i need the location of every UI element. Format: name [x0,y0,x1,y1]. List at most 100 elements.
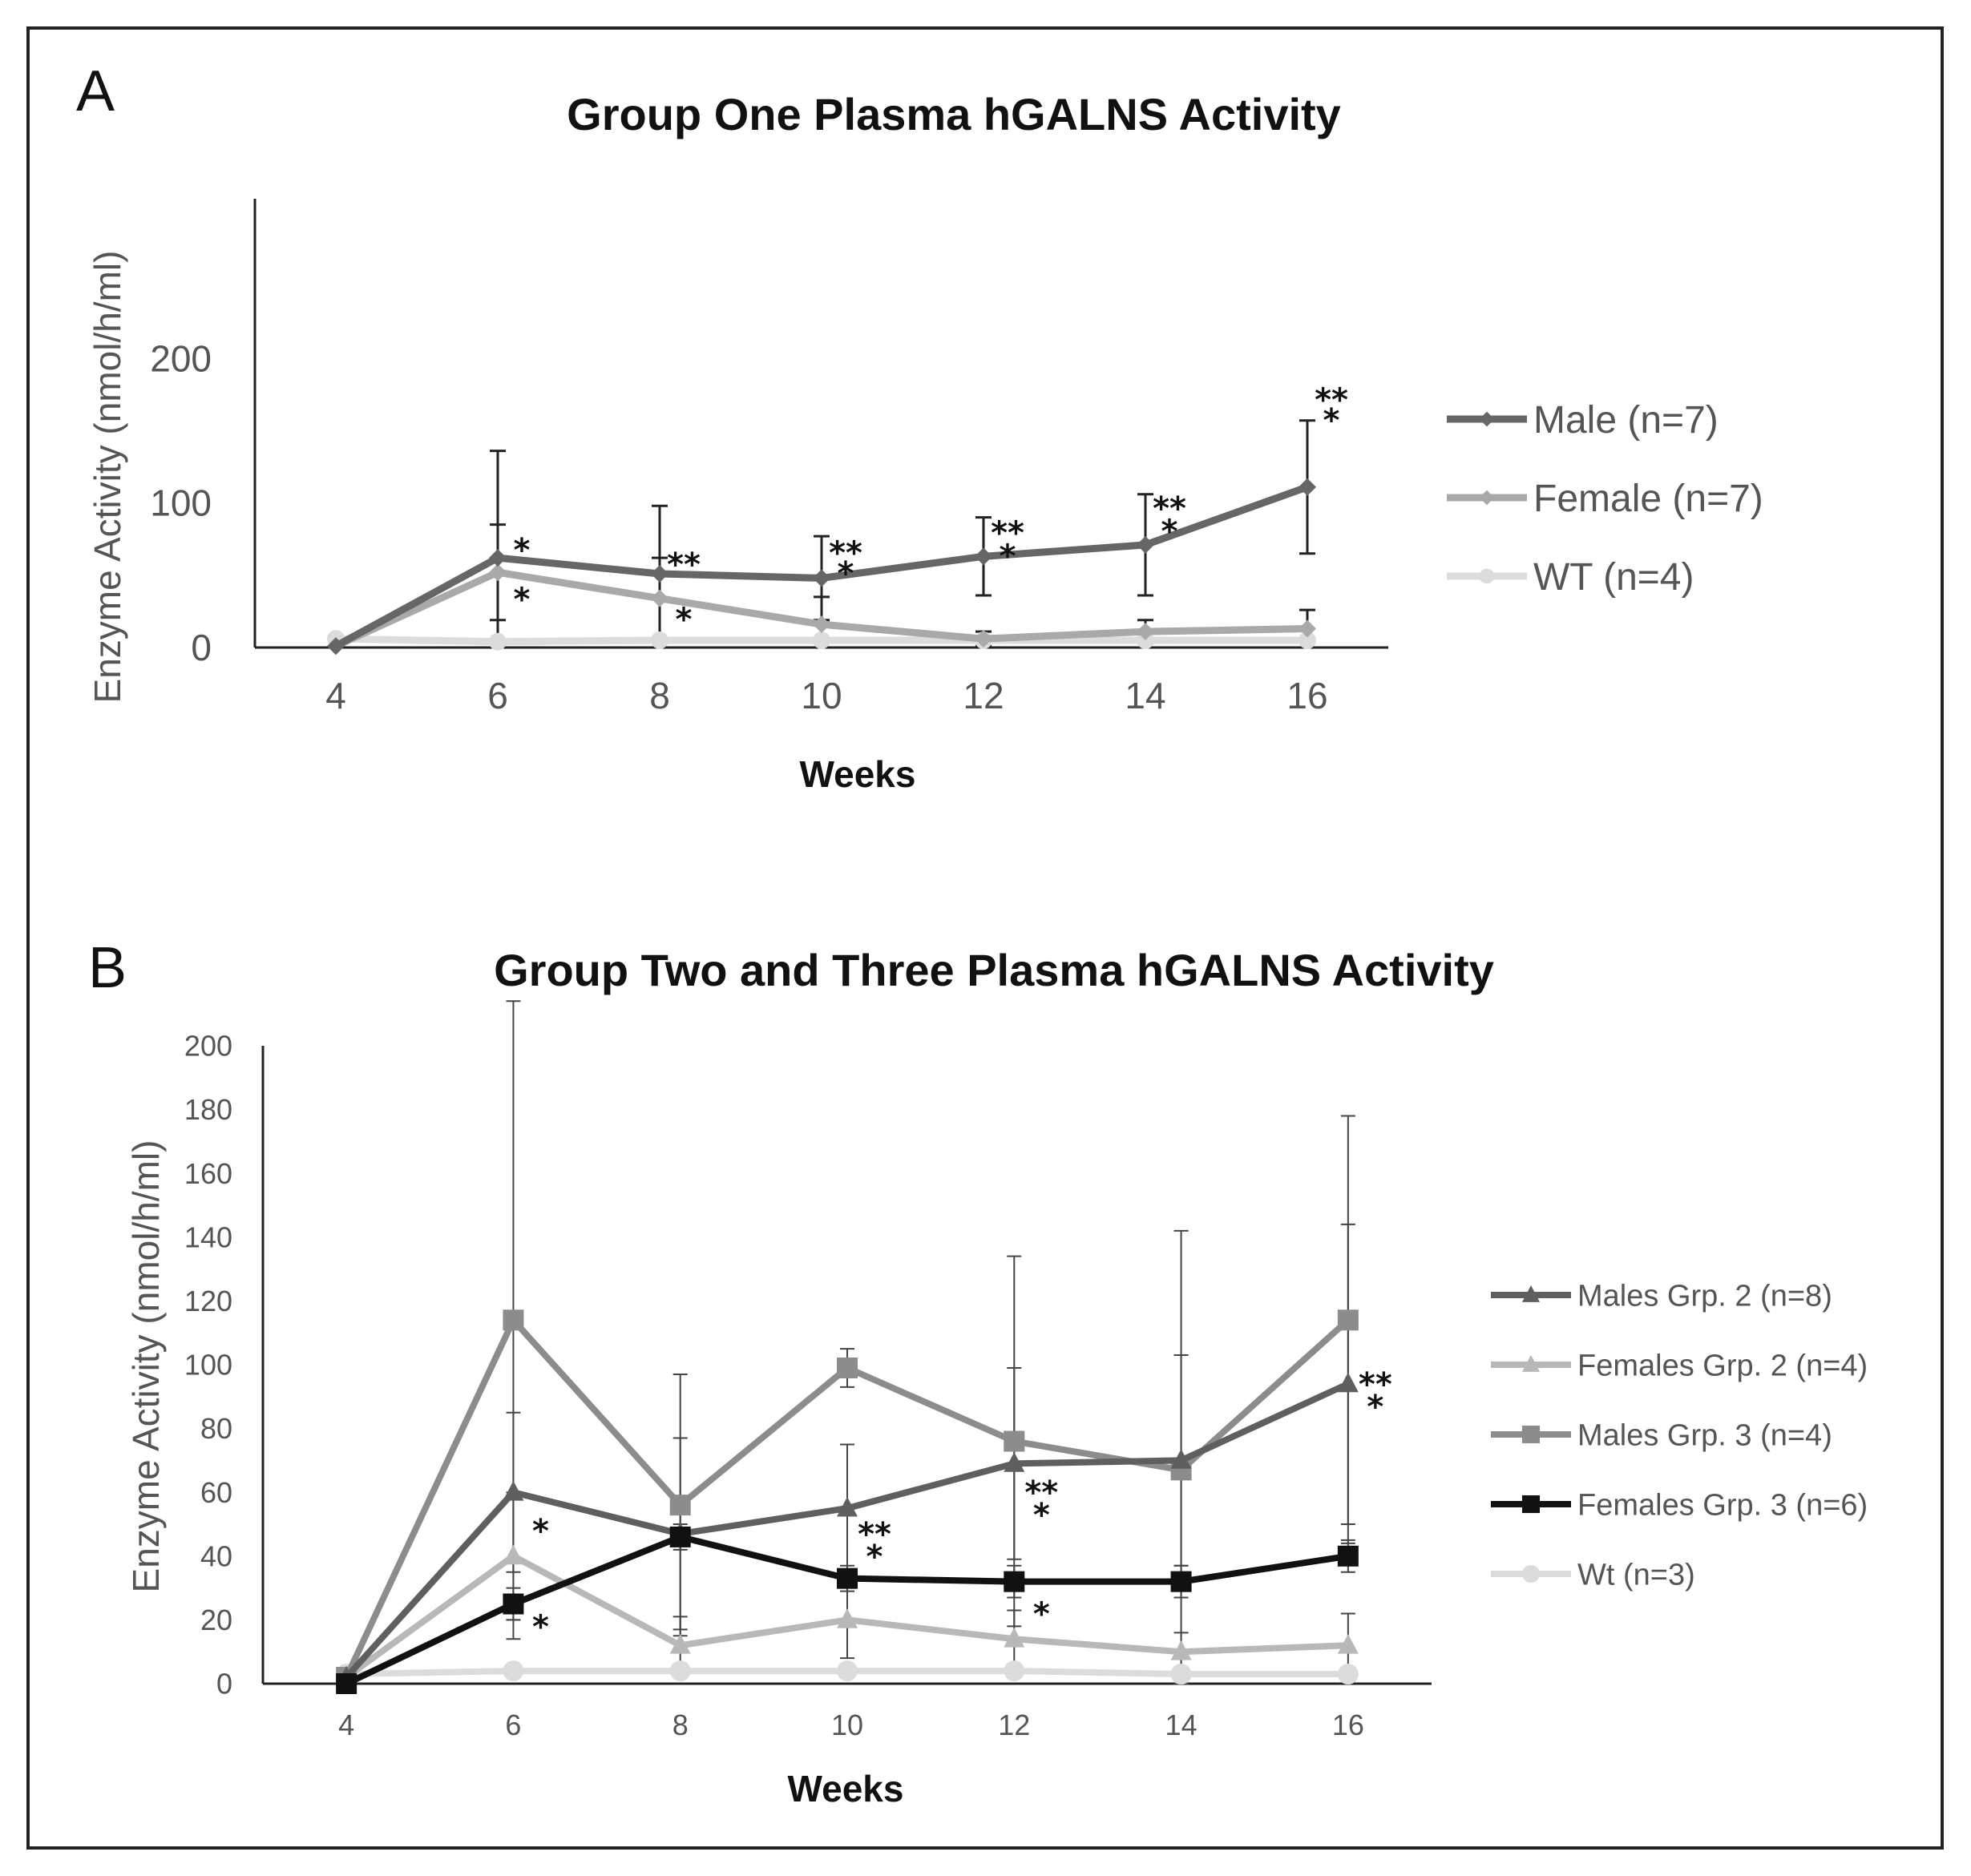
chart-b-data-point [669,1526,691,1547]
chart-b-data-point [1337,1372,1359,1393]
chart-a-data-point [975,547,992,566]
chart-a-data-point [813,615,830,634]
chart-b-title: Group Two and Three Plasma hGALNS Activi… [494,945,1494,995]
chart-a-xtick-label: 8 [649,675,670,716]
chart-a-ytick-label: 100 [150,482,212,524]
chart-b-data-point [669,1495,691,1516]
chart-b-ytick-label: 120 [184,1285,232,1317]
chart-b-ytick-label: 20 [200,1604,232,1636]
chart-a-legend-label: Female (n=7) [1533,478,1763,520]
chart-b-data-point [1004,1660,1025,1682]
chart-b-data-point [669,1633,691,1654]
chart-a-legend-label: Male (n=7) [1533,399,1719,442]
chart-a-data-point [975,630,992,648]
chart-b-xtick-label: 4 [338,1709,354,1741]
chart-b-legend-marker [1521,1425,1541,1444]
chart-a-data-point [1299,478,1316,496]
chart-b-data-point [1170,1664,1192,1685]
chart-a-significance-mark: * [1323,402,1340,439]
chart-b-legend-label: Males Grp. 3 (n=4) [1577,1418,1832,1452]
chart-a-data-point [651,589,668,607]
chart-b-ylabel: Enzyme Activity (nmol/h/ml) [125,1140,167,1593]
chart-b-legend-marker [1521,1495,1541,1514]
chart-b-legend-label: Wt (n=3) [1577,1558,1695,1592]
chart-b-data-point [1337,1633,1359,1654]
chart-a-data-point [813,631,830,649]
chart-b-data-point [1170,1640,1192,1660]
chart-b-legend-marker [1521,1285,1541,1302]
chart-b-xtick-label: 14 [1165,1709,1198,1741]
chart-a-xtick-label: 4 [325,675,346,716]
chart-b-data-point [1337,1309,1359,1331]
chart-b-ytick-label: 140 [184,1220,232,1253]
chart-a-title: Group One Plasma hGALNS Activity [567,89,1341,139]
chart-b-significance-mark: * [532,1513,549,1550]
chart-a-significance-mark: ** [991,514,1024,551]
chart-b-ytick-label: 160 [184,1157,232,1190]
chart-b-data-point [1170,1571,1192,1592]
panel-a-letter: A [76,59,115,123]
chart-a-data-point [327,637,345,656]
chart-b-legend-label: Females Grp. 2 (n=4) [1577,1349,1868,1382]
chart-a-xlabel: Weeks [800,753,916,795]
chart-b-data-point [837,1496,858,1517]
chart-b-ytick-label: 200 [184,1030,232,1063]
chart-b-legend-marker [1521,1564,1541,1584]
chart-b-data-point [1337,1664,1359,1685]
chart-a-legend-marker [1479,568,1495,584]
chart-b-significance-mark: ** [858,1516,891,1553]
chart-a-significance-mark: * [676,602,693,639]
chart-b-data-point [1170,1449,1192,1469]
chart-a-data-point [1299,631,1316,649]
chart-b-legend-marker [1521,1354,1541,1372]
chart-a-legend-label: WT (n=4) [1533,556,1694,599]
chart-b-significance-mark: * [866,1539,883,1575]
chart-a-ylabel: Enzyme Activity (nmol/h/ml) [87,251,128,704]
chart-b-data-point [837,1567,858,1589]
chart-b-data-point [837,1357,858,1378]
chart-b-significance-mark: * [1033,1497,1050,1534]
chart-b-data-point [503,1480,524,1501]
chart-a-data-point [1137,623,1154,641]
chart-b-data-point [336,1673,357,1694]
chart-b-significance-mark: ** [1024,1475,1058,1511]
chart-a-significance-mark: ** [667,547,701,583]
chart-b-data-point [503,1309,524,1331]
figure-border [26,26,1944,1850]
chart-a-data-point [1299,619,1316,638]
chart-a-xtick-label: 10 [801,675,842,716]
chart-b-significance-mark: * [532,1608,549,1645]
chart-b-xtick-label: 6 [505,1709,521,1741]
chart-a-ytick-label: 200 [150,337,212,379]
chart-b-ytick-label: 100 [184,1349,232,1382]
chart-b-significance-mark: * [1033,1596,1050,1632]
chart-b-significance-mark: * [1367,1389,1383,1426]
chart-a-data-point [489,563,507,582]
chart-a-data-point [489,632,507,651]
chart-a-data-point [651,631,668,649]
chart-b-legend-label: Females Grp. 3 (n=6) [1577,1488,1868,1522]
chart-a-data-point [489,549,507,567]
chart-a-significance-mark: * [1000,538,1016,575]
panel-b: B Group Two and Three Plasma hGALNS Acti… [88,936,1868,1809]
chart-a-xtick-label: 16 [1286,675,1327,716]
chart-a-legend-marker [1479,490,1495,506]
chart-b-data-point [1337,1545,1359,1567]
panel-b-letter: B [88,936,127,1000]
chart-b-data-point [669,1660,691,1682]
chart-a-data-point [813,569,830,587]
panel-a: A Group One Plasma hGALNS Activity Enzym… [76,59,1763,795]
chart-a-significance-mark: * [514,581,531,618]
chart-a-data-point [651,564,668,583]
chart-b-legend-label: Males Grp. 2 (n=8) [1577,1279,1832,1313]
chart-b-significance-mark: ** [1359,1366,1392,1403]
chart-a-significance-mark: * [514,532,531,569]
chart-b-xlabel: Weeks [788,1768,904,1809]
chart-b-data-point [503,1593,524,1615]
chart-b-data-point [837,1660,858,1682]
chart-a-ytick-label: 0 [191,627,212,668]
chart-b-data-point [1004,1627,1025,1648]
